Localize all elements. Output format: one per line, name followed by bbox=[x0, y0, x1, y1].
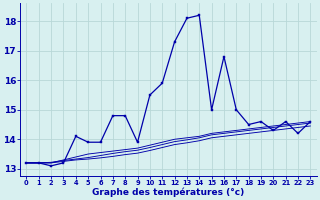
X-axis label: Graphe des températures (°c): Graphe des températures (°c) bbox=[92, 187, 244, 197]
